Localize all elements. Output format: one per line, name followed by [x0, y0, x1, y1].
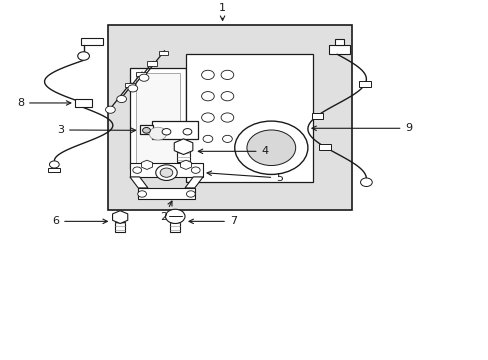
Bar [158, 51, 168, 55]
Bar [125, 83, 135, 87]
Circle shape [221, 113, 233, 122]
Polygon shape [184, 177, 203, 188]
Text: 5: 5 [206, 171, 283, 183]
Bar [328, 45, 349, 54]
Circle shape [133, 167, 142, 174]
Circle shape [138, 191, 146, 197]
Bar [152, 121, 198, 139]
Bar [319, 144, 330, 150]
Bar [170, 222, 180, 232]
Text: 4: 4 [198, 146, 268, 156]
Circle shape [360, 178, 371, 186]
Bar [147, 61, 157, 66]
Circle shape [160, 168, 172, 177]
Bar [140, 125, 153, 134]
Circle shape [139, 74, 149, 81]
Bar [136, 73, 180, 164]
Circle shape [221, 70, 233, 80]
Bar [185, 54, 312, 181]
Circle shape [201, 70, 214, 80]
Bar [108, 25, 351, 210]
Bar [358, 81, 370, 87]
Polygon shape [130, 177, 148, 188]
Bar [130, 68, 185, 169]
Circle shape [222, 135, 232, 143]
Text: 9: 9 [311, 123, 412, 133]
Circle shape [203, 135, 212, 143]
Circle shape [165, 209, 184, 224]
Bar [334, 39, 344, 45]
Circle shape [142, 127, 150, 133]
Circle shape [162, 129, 170, 135]
Bar [48, 168, 60, 172]
Circle shape [186, 191, 195, 197]
Circle shape [128, 85, 138, 92]
Circle shape [149, 127, 166, 140]
Bar [136, 72, 146, 76]
Text: 6: 6 [52, 216, 107, 226]
Circle shape [117, 95, 126, 103]
Text: 1: 1 [219, 3, 225, 21]
Circle shape [78, 52, 89, 60]
Circle shape [191, 167, 200, 174]
Bar [130, 163, 203, 177]
Text: 3: 3 [57, 125, 135, 135]
Circle shape [234, 121, 307, 175]
Circle shape [221, 91, 233, 101]
Bar [311, 113, 323, 118]
Text: 2: 2 [160, 201, 172, 222]
Circle shape [246, 130, 295, 166]
Bar [115, 222, 125, 232]
Circle shape [49, 161, 59, 168]
Circle shape [105, 106, 115, 113]
Bar [138, 188, 194, 199]
Bar [176, 150, 190, 162]
Bar [81, 37, 103, 45]
Text: 8: 8 [17, 98, 71, 108]
Bar [75, 99, 92, 107]
Text: 7: 7 [189, 216, 237, 226]
Circle shape [201, 91, 214, 101]
Circle shape [201, 113, 214, 122]
Circle shape [183, 129, 191, 135]
Circle shape [156, 165, 177, 180]
